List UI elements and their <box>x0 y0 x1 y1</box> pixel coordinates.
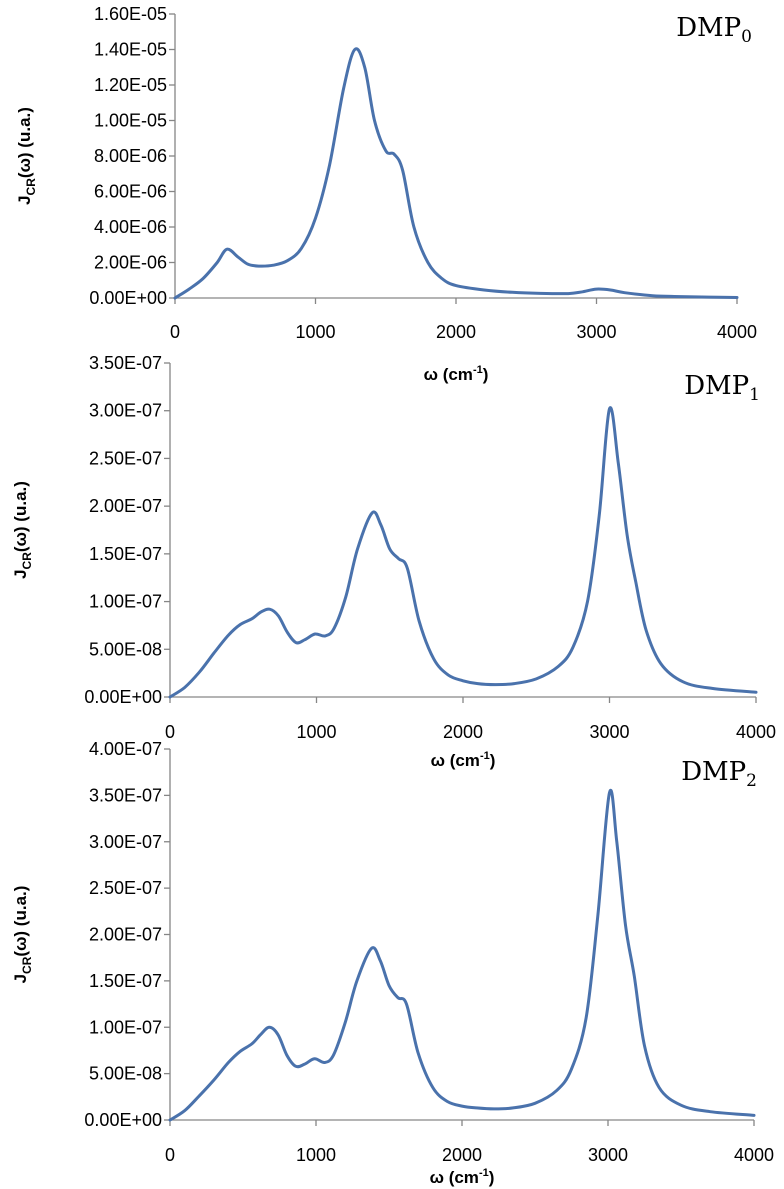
y-axis-title-sub: CR <box>24 178 38 196</box>
x-tick-label: 1000 <box>295 322 335 342</box>
y-tick-label: 1.00E-05 <box>94 111 167 131</box>
panel-label: DMP1 <box>684 371 760 405</box>
x-axis-title-main: ω (cm <box>424 365 473 384</box>
x-axis-title: ω (cm-1) <box>430 1167 495 1187</box>
y-tick-label: 1.00E-07 <box>89 592 162 612</box>
y-tick-label: 3.00E-07 <box>89 401 162 421</box>
y-tick-label: 2.00E-06 <box>94 253 167 273</box>
series-line-0 <box>168 788 756 1122</box>
panel-label-main: DMP <box>684 371 749 401</box>
series-line-0 <box>168 406 758 699</box>
chart-panel-0: 0.00E+00 2.00E-06 4.00E-06 6.00E-06 8.00E-06… <box>15 4 757 384</box>
y-axis-title-rest: (ω) (u.a.) <box>15 107 34 178</box>
panel-label-sub: 0 <box>741 27 752 47</box>
y-tick-label: 1.20E-05 <box>94 75 167 95</box>
y-tick-label: 5.00E-08 <box>89 1064 162 1084</box>
x-axis-title-main: ω (cm <box>430 1168 479 1187</box>
x-tick-label: 3000 <box>588 1145 628 1165</box>
x-tick-label: 4000 <box>734 1145 774 1165</box>
y-tick-label: 6.00E-06 <box>94 182 167 202</box>
x-tick-label: 1000 <box>296 1145 336 1165</box>
y-axis-title-main: J <box>15 195 34 204</box>
y-tick-label: 0.00E+00 <box>84 687 162 707</box>
y-axis-title-main: J <box>11 569 30 578</box>
x-tick-label: 2000 <box>443 722 483 742</box>
x-tick-label: 2000 <box>436 322 476 342</box>
x-axis-title: ω (cm-1) <box>431 750 496 770</box>
y-tick-label: 0.00E+00 <box>84 1110 162 1130</box>
y-tick-label: 2.00E-07 <box>89 496 162 516</box>
y-tick-label: 1.50E-07 <box>89 544 162 564</box>
chart-panel-2: 0.00E+00 5.00E-08 1.00E-07 1.50E-07 2.00E-07… <box>11 739 774 1187</box>
x-axis-title-end: ) <box>483 365 489 384</box>
y-tick-label: 3.50E-07 <box>89 353 162 373</box>
x-axis-title-end: ) <box>490 751 496 770</box>
panel-label-main: DMP <box>676 13 741 43</box>
x-axis-title-sup: -1 <box>479 1167 489 1179</box>
y-axis-title-sub: CR <box>20 956 34 974</box>
y-tick-label: 1.40E-05 <box>94 40 167 60</box>
x-axis-title-sup: -1 <box>480 750 490 762</box>
y-tick-label: 1.50E-07 <box>89 971 162 991</box>
x-tick-label: 3000 <box>576 322 616 342</box>
y-tick-label: 2.00E-07 <box>89 925 162 945</box>
y-axis-title-rest: (ω) (u.a.) <box>11 481 30 552</box>
y-axis-title-main: J <box>11 974 30 983</box>
x-tick-label: 0 <box>165 1145 175 1165</box>
y-tick-label: 3.50E-07 <box>89 785 162 805</box>
x-tick-label: 0 <box>170 322 180 342</box>
y-tick-label: 3.00E-07 <box>89 832 162 852</box>
y-axis-title: JCR(ω) (u.a.) <box>15 107 38 205</box>
x-axis-title-sup: -1 <box>473 364 483 376</box>
x-tick-label: 2000 <box>442 1145 482 1165</box>
y-tick-label: 5.00E-08 <box>89 639 162 659</box>
y-tick-label: 0.00E+00 <box>89 288 167 308</box>
y-tick-label: 2.50E-07 <box>89 878 162 898</box>
y-axis-title-sub: CR <box>20 552 34 570</box>
panel-label-sub: 1 <box>749 385 760 405</box>
y-axis-title-rest: (ω) (u.a.) <box>11 886 30 957</box>
y-tick-label: 2.50E-07 <box>89 448 162 468</box>
y-tick-label: 1.00E-07 <box>89 1017 162 1037</box>
panel-label-sub: 2 <box>746 771 757 791</box>
x-axis-title-end: ) <box>489 1168 495 1187</box>
y-axis-title: JCR(ω) (u.a.) <box>11 886 34 984</box>
x-tick-label: 4000 <box>736 722 776 742</box>
y-tick-label: 4.00E-06 <box>94 217 167 237</box>
y-tick-label: 8.00E-06 <box>94 146 167 166</box>
x-tick-label: 0 <box>165 722 175 742</box>
y-tick-label: 1.60E-05 <box>94 4 167 24</box>
panel-label: DMP0 <box>676 13 752 47</box>
x-tick-label: 4000 <box>717 322 757 342</box>
chart-panel-1: 0.00E+00 5.00E-08 1.00E-07 1.50E-07 2.00E-07… <box>11 353 776 770</box>
x-tick-label: 1000 <box>296 722 336 742</box>
y-tick-label: 4.00E-07 <box>89 739 162 759</box>
series-line-0 <box>173 47 739 300</box>
panel-label-main: DMP <box>681 757 746 787</box>
panel-label: DMP2 <box>681 757 757 791</box>
x-axis-title-main: ω (cm <box>431 751 480 770</box>
y-axis-title: JCR(ω) (u.a.) <box>11 481 34 579</box>
x-tick-label: 3000 <box>589 722 629 742</box>
x-axis-title: ω (cm-1) <box>424 364 489 384</box>
